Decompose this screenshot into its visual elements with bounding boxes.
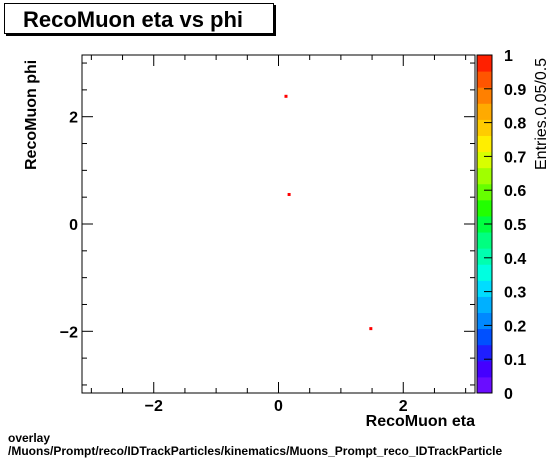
palette-swatch [477,248,492,265]
z-tick-label: 0.6 [504,183,526,200]
palette-swatch [477,199,492,217]
palette-swatch [477,296,492,314]
palette-swatch [477,87,492,104]
palette-swatch [477,151,492,169]
palette-swatch [477,55,492,72]
data-point [287,192,291,196]
z-tick-label: 0 [504,386,513,403]
z-tick-label: 0.8 [504,116,526,133]
palette-swatch [477,119,492,136]
data-points [284,94,373,331]
palette-swatch [477,264,492,281]
z-tick-label: 0.1 [504,352,526,369]
palette-swatch [477,135,492,153]
data-point [369,327,373,331]
x-tick-label: −2 [145,398,163,415]
palette-swatch [477,312,492,330]
z-tick-label: 0.4 [504,251,526,268]
y-tick-label: −2 [60,324,78,341]
z-axis-ticks: 0 0.1 0.2 0.3 0.4 0.5 0.6 0.7 0.8 0.9 1 [484,48,526,403]
palette-swatch [477,103,492,120]
x-tick-label: 2 [399,398,408,415]
chart-title: RecoMuon eta vs phi [23,7,244,32]
z-tick-label: 0.5 [504,217,526,234]
palette-swatch [477,280,492,297]
y-tick-label: 0 [69,217,78,234]
data-point [284,94,288,98]
z-axis-title: Entries.0.05/0.5 [533,58,546,170]
z-tick-label: 1 [504,48,513,65]
y-axis-title: RecoMuon phi [23,60,40,170]
palette-swatch [477,376,492,394]
palette-swatch [477,360,492,378]
z-tick-label: 0.9 [504,82,526,99]
z-tick-label: 0.2 [504,318,526,335]
footer-line-1: overlay [8,431,51,445]
x-axis-title: RecoMuon eta [366,413,475,430]
z-tick-label: 0.7 [504,149,526,166]
y-tick-label: 2 [69,110,78,127]
palette-swatch [477,328,492,346]
palette-swatch [477,344,492,362]
x-tick-label: 0 [274,398,283,415]
palette-swatch [477,167,492,185]
x-axis-ticks: −2 0 2 [90,55,467,415]
palette-swatch [477,183,492,201]
z-tick-label: 0.3 [504,285,526,302]
palette-swatch [477,232,492,249]
y-axis-ticks: −2 0 2 [60,62,475,386]
palette-swatch [477,71,492,88]
chart-title-box: RecoMuon eta vs phi [4,3,274,34]
footer-line-2: /Muons/Prompt/reco/IDTrackParticles/kine… [8,444,503,458]
footer-path: overlay /Muons/Prompt/reco/IDTrackPartic… [8,432,502,458]
plot-frame [81,54,476,394]
